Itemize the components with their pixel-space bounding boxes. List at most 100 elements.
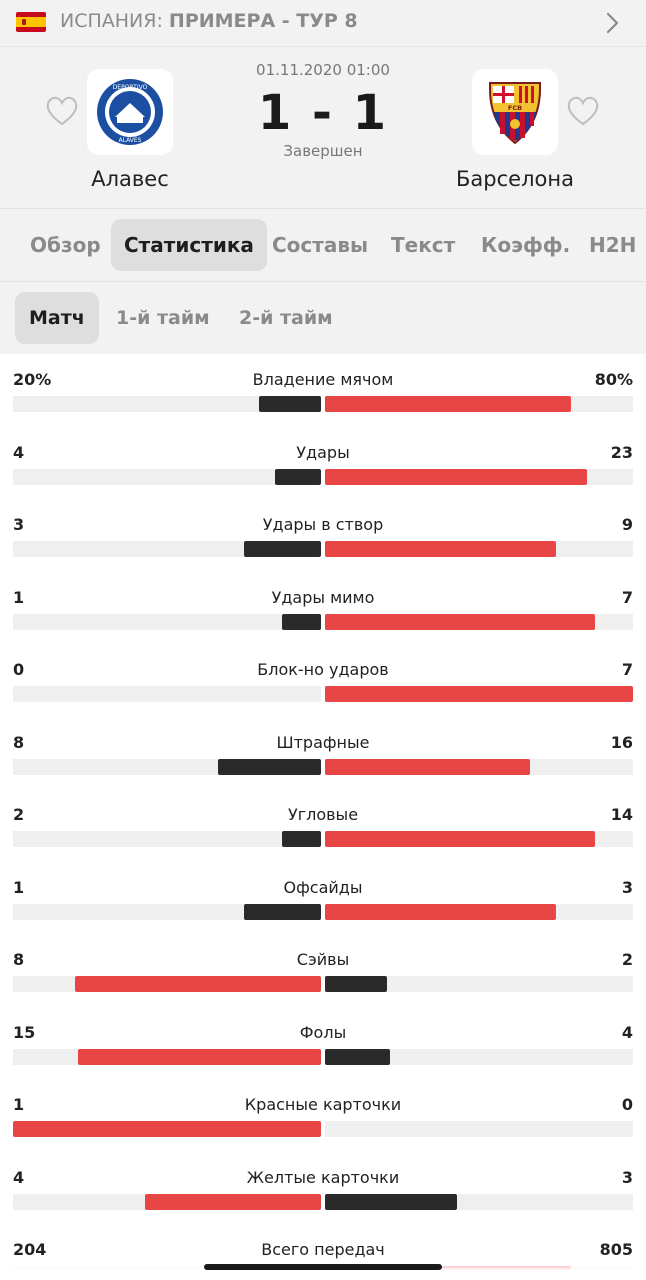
- stat-away-track: [325, 1049, 633, 1065]
- stat-home-track: [13, 904, 321, 920]
- stat-home-value: 8: [13, 733, 25, 752]
- stat-away-bar: [325, 904, 556, 920]
- stat-home-track: [13, 759, 321, 775]
- stat-away-track: [325, 614, 633, 630]
- main-tabs: Обзор Статистика Составы Текст Коэфф. H2…: [0, 208, 646, 282]
- stat-home-value: 1: [13, 588, 25, 607]
- stat-home-track: [13, 976, 321, 992]
- stat-away-value: 80%: [594, 370, 633, 389]
- tab-statistics[interactable]: Статистика: [111, 219, 267, 271]
- home-team-logo[interactable]: DEPORTIVO ALAVÉS: [87, 69, 173, 155]
- svg-text:FCB: FCB: [508, 104, 522, 112]
- home-team-name[interactable]: Алавес: [91, 167, 169, 191]
- stat-home-value: 1: [13, 878, 25, 897]
- stat-home-value: 15: [13, 1023, 36, 1042]
- match-score: 1 - 1: [257, 85, 389, 141]
- stat-home-bar: [282, 614, 321, 630]
- barcelona-crest-icon: FCB: [489, 82, 541, 145]
- stat-home-value: 0: [13, 660, 25, 679]
- subtab-second-half[interactable]: 2-й тайм: [239, 307, 333, 329]
- stat-row: 20% Владение мячом 80%: [0, 354, 646, 426]
- stat-row: 1 Красные карточки 0: [0, 1079, 646, 1151]
- stat-home-track: [13, 1194, 321, 1210]
- stat-label: Фолы: [299, 1023, 347, 1042]
- match-status: Завершен: [283, 142, 363, 160]
- stat-home-value: 1: [13, 1095, 25, 1114]
- stat-away-value: 3: [621, 878, 633, 897]
- stat-home-value: 4: [13, 1168, 25, 1187]
- stat-away-track: [325, 831, 633, 847]
- tab-overview[interactable]: Обзор: [30, 233, 101, 257]
- stat-label: Владение мячом: [252, 370, 394, 389]
- stat-home-track: [13, 1049, 321, 1065]
- stat-home-value: 20%: [13, 370, 52, 389]
- stat-away-track: [325, 904, 633, 920]
- period-tabs: Матч 1-й тайм 2-й тайм: [0, 282, 646, 354]
- subtab-first-half[interactable]: 1-й тайм: [116, 307, 210, 329]
- country-label: ИСПАНИЯ:: [60, 10, 163, 32]
- stat-row: 1 Удары мимо 7: [0, 572, 646, 644]
- stat-away-bar: [325, 759, 530, 775]
- stat-home-value: 4: [13, 443, 25, 462]
- stat-away-track: [325, 759, 633, 775]
- stat-away-bar: [325, 1194, 457, 1210]
- league-header[interactable]: ИСПАНИЯ: ПРИМЕРА - ТУР 8: [0, 0, 646, 46]
- tab-lineups[interactable]: Составы: [272, 233, 369, 257]
- stat-label: Всего передач: [261, 1240, 385, 1259]
- stat-row: 1 Офсайды 3: [0, 862, 646, 934]
- favorite-away-heart-icon[interactable]: [566, 95, 600, 127]
- stat-away-track: [325, 396, 633, 412]
- stat-away-track: [325, 686, 633, 702]
- stat-label: Красные карточки: [244, 1095, 402, 1114]
- stat-label: Удары мимо: [271, 588, 375, 607]
- stat-home-bar: [145, 1194, 321, 1210]
- stat-label: Сэйвы: [296, 950, 350, 969]
- stat-away-bar: [325, 469, 587, 485]
- stat-row: 8 Сэйвы 2: [0, 934, 646, 1006]
- stat-home-bar: [75, 976, 321, 992]
- stat-home-bar: [275, 469, 321, 485]
- svg-text:ALAVÉS: ALAVÉS: [118, 136, 141, 144]
- stat-away-value: 7: [621, 588, 633, 607]
- stat-away-value: 2: [621, 950, 633, 969]
- stat-home-track: [13, 831, 321, 847]
- away-team-logo[interactable]: FCB: [472, 69, 558, 155]
- stat-away-value: 4: [621, 1023, 633, 1042]
- stat-row: 4 Желтые карточки 3: [0, 1152, 646, 1224]
- stat-away-bar: [325, 396, 571, 412]
- stat-home-track: [13, 1121, 321, 1137]
- stat-away-bar: [325, 541, 556, 557]
- stat-away-track: [325, 541, 633, 557]
- stat-home-track: [13, 686, 321, 702]
- stat-away-bar: [325, 831, 595, 847]
- match-datetime: 01.11.2020 01:00: [256, 61, 390, 79]
- stat-away-track: [325, 1121, 633, 1137]
- stat-away-value: 0: [621, 1095, 633, 1114]
- home-indicator[interactable]: [204, 1264, 442, 1270]
- favorite-home-heart-icon[interactable]: [45, 95, 79, 127]
- tab-odds[interactable]: Коэфф.: [481, 233, 571, 257]
- tab-h2h[interactable]: H2H: [589, 233, 637, 257]
- stat-home-bar: [78, 1049, 321, 1065]
- stat-away-bar: [325, 614, 595, 630]
- stat-away-value: 16: [610, 733, 633, 752]
- stat-home-bar: [244, 904, 321, 920]
- stat-away-track: [325, 976, 633, 992]
- away-team-name[interactable]: Барселона: [456, 167, 574, 191]
- stat-row: 3 Удары в створ 9: [0, 499, 646, 571]
- stat-home-track: [13, 541, 321, 557]
- stat-row: 15 Фолы 4: [0, 1007, 646, 1079]
- stat-away-track: [325, 1194, 633, 1210]
- tab-commentary[interactable]: Текст: [391, 233, 456, 257]
- subtab-match[interactable]: Матч: [15, 292, 99, 344]
- stat-home-track: [13, 469, 321, 485]
- stat-label: Удары в створ: [262, 515, 384, 534]
- stat-away-bar: [325, 686, 633, 702]
- chevron-right-icon[interactable]: [600, 11, 624, 35]
- stat-home-bar: [13, 1121, 321, 1137]
- stat-away-track: [325, 469, 633, 485]
- stat-row: 2 Угловые 14: [0, 789, 646, 861]
- stat-home-bar: [259, 396, 321, 412]
- stat-away-value: 3: [621, 1168, 633, 1187]
- spain-flag-icon: [16, 12, 46, 32]
